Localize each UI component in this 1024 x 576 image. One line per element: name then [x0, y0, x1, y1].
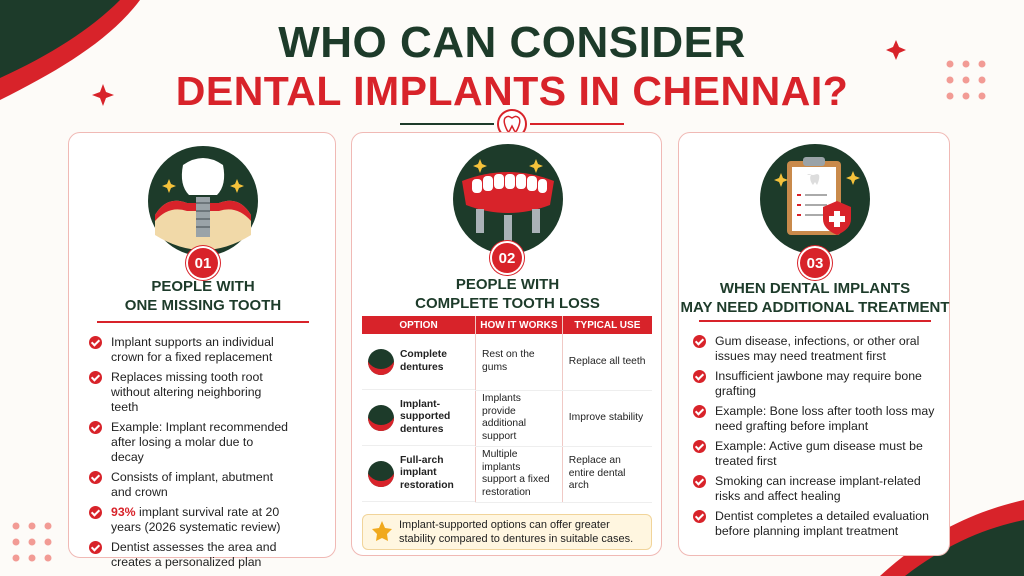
table-cell: Replace an entire dental arch	[561, 446, 652, 503]
table-cell: Complete dentures	[362, 334, 475, 390]
bullet-text: Example: Active gum disease must be trea…	[715, 439, 923, 468]
bullet-item: Replaces missing tooth root without alte…	[89, 370, 289, 415]
highlight: 93%	[111, 505, 136, 519]
check-icon	[89, 336, 102, 349]
check-icon	[693, 510, 706, 523]
options-table: OPTION HOW IT WORKS TYPICAL USE Complete d…	[362, 316, 652, 503]
step-number: 01	[188, 248, 218, 278]
bullet-text: Example: Bone loss after tooth loss may …	[715, 404, 935, 433]
cell-text: Implants provide additional support	[482, 393, 527, 442]
step-number: 02	[492, 243, 522, 273]
check-icon	[693, 335, 706, 348]
bullet-text: Insufficient jawbone may require bone gr…	[715, 369, 922, 398]
table-row: Full-arch implant restoration Multiple im…	[362, 446, 652, 503]
cell-text: Full-arch implant restoration	[400, 454, 454, 491]
title-line: DENTAL IMPLANTS IN CHENNAI?	[175, 68, 849, 114]
card: 03 WHEN DENTAL IMPLANTS MAY NEED ADDITIO…	[678, 132, 950, 556]
cell-text: Rest on the gums	[482, 349, 535, 373]
heading-line: PEOPLE WITH	[151, 278, 255, 295]
bullet-item: Implant supports an individual crown for…	[89, 335, 289, 365]
table-cell: Implant-supported dentures	[362, 390, 475, 446]
bullet-text: Implant supports an individual crown for…	[111, 335, 274, 364]
cell-text: Multiple implants support a fixed restor…	[482, 449, 550, 498]
table-cell: Full-arch implant restoration	[362, 446, 475, 502]
star-icon	[372, 521, 392, 541]
bullet-item: Dentist completes a detailed evaluation …	[693, 509, 935, 539]
bullet-text: Dentist assesses the area and creates a …	[111, 540, 277, 569]
check-icon	[693, 370, 706, 383]
divider	[699, 320, 931, 322]
divider	[97, 321, 309, 323]
bullet-text: Gum disease, infections, or other oral i…	[715, 334, 920, 363]
card: 01 PEOPLE WITH ONE MISSING TOOTH Implant…	[68, 132, 337, 569]
check-icon	[693, 440, 706, 453]
check-icon	[89, 541, 102, 554]
heading-line: MAY NEED ADDITIONAL TREATMENT	[680, 299, 950, 316]
check-icon	[89, 421, 102, 434]
check-icon	[89, 471, 102, 484]
column-header: HOW IT WORKS	[475, 316, 563, 334]
table-cell: Implants provide additional support	[475, 390, 563, 447]
bullet-item: Gum disease, infections, or other oral i…	[693, 334, 935, 364]
cell-text: Complete dentures	[400, 349, 447, 373]
bullet-text: Dentist completes a detailed evaluation …	[715, 509, 929, 538]
column-header: OPTION	[362, 316, 476, 334]
bullet-text: implant survival rate at 20 years (2026 …	[111, 505, 281, 534]
card-heading: WHEN DENTAL IMPLANTS MAY NEED ADDITIONAL…	[679, 279, 951, 317]
icon	[148, 146, 258, 256]
column-header: TYPICAL USE	[561, 316, 652, 334]
bullet-item: Insufficient jawbone may require bone gr…	[693, 369, 935, 399]
bullet-text: Consists of implant, abutment and crown	[111, 470, 273, 499]
denture-icon	[368, 348, 394, 375]
bullet-item: Example: Bone loss after tooth loss may …	[693, 404, 935, 434]
bullet-item: Smoking can increase implant-related ris…	[693, 474, 935, 504]
step-number: 03	[800, 248, 830, 278]
heading-line: COMPLETE TOOTH LOSS	[415, 295, 600, 312]
bullet-item: Consists of implant, abutment and crown	[89, 470, 289, 500]
title-line: WHO CAN CONSIDER	[278, 18, 746, 67]
bullet-item: 93% implant survival rate at 20 years (2…	[89, 505, 289, 535]
denture-icon	[368, 460, 394, 487]
cell-text: Implant-supported dentures	[400, 398, 451, 435]
heading-line: WHEN DENTAL IMPLANTS	[719, 280, 911, 297]
table-cell: Improve stability	[561, 390, 652, 447]
heading-line: ONE MISSING TOOTH	[124, 297, 282, 314]
check-icon	[693, 475, 706, 488]
table-cell: Multiple implants support a fixed restor…	[475, 446, 563, 503]
bullet-item: Example: Implant recommended after losin…	[89, 420, 289, 465]
cell-text: Improve stability	[568, 411, 644, 423]
bullet-item: Example: Active gum disease must be trea…	[693, 439, 935, 469]
bullet-text: Replaces missing tooth root without alte…	[111, 370, 263, 414]
note-text: Implant-supported options can offer grea…	[399, 519, 634, 545]
bullet-item: Dentist assesses the area and creates a …	[89, 540, 289, 570]
denture-icon	[368, 404, 394, 431]
check-icon	[89, 371, 102, 384]
cell-text: Replace an entire dental arch	[568, 455, 626, 492]
cell-text: Replace all teeth	[568, 355, 646, 367]
table-cell: Replace all teeth	[561, 334, 652, 391]
bullet-list: Implant supports an individual crown for…	[89, 335, 289, 575]
heading-line: PEOPLE WITH	[455, 276, 560, 293]
note: Implant-supported options can offer grea…	[362, 514, 652, 550]
card: 02 PEOPLE WITH COMPLETE TOOTH LOSS OPTIO…	[351, 132, 662, 556]
bullet-text: Smoking can increase implant-related ris…	[715, 474, 921, 503]
check-icon	[89, 506, 102, 519]
bullet-text: Example: Implant recommended after losin…	[111, 420, 289, 464]
icon	[453, 144, 563, 254]
table-row: Implant-supported dentures Implants provi…	[362, 390, 652, 447]
card-heading: PEOPLE WITH ONE MISSING TOOTH	[69, 277, 337, 315]
table-cell: Rest on the gums	[475, 334, 563, 391]
bullet-list: Gum disease, infections, or other oral i…	[693, 334, 935, 544]
check-icon	[693, 405, 706, 418]
icon	[760, 144, 870, 254]
table-row: Complete dentures Rest on the gums Replace…	[362, 334, 652, 391]
card-heading: PEOPLE WITH COMPLETE TOOTH LOSS	[352, 275, 663, 313]
